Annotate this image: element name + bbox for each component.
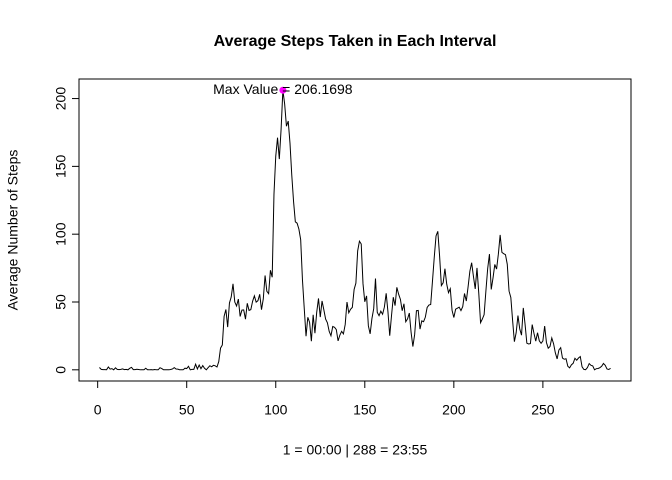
y-tick-label: 100 xyxy=(53,222,69,246)
data-line xyxy=(99,90,611,371)
plot-frame xyxy=(78,78,632,382)
chart-title: Average Steps Taken in Each Interval xyxy=(214,33,497,50)
x-tick-label: 150 xyxy=(353,402,377,418)
x-tick-label: 0 xyxy=(94,402,102,418)
x-tick-label: 250 xyxy=(531,402,555,418)
max-annotation: Max Value = 206.1698 xyxy=(213,81,353,97)
y-tick-label: 150 xyxy=(53,154,69,178)
y-tick-label: 200 xyxy=(53,87,69,111)
max-point xyxy=(279,86,287,94)
x-tick-label: 200 xyxy=(442,402,466,418)
y-tick-label: 0 xyxy=(53,366,69,374)
x-axis-label: 1 = 00:00 | 288 = 23:55 xyxy=(283,442,428,458)
x-tick-label: 50 xyxy=(179,402,195,418)
x-tick-label: 100 xyxy=(264,402,288,418)
y-tick-label: 50 xyxy=(53,294,69,310)
y-axis-label: Average Number of Steps xyxy=(5,150,21,311)
